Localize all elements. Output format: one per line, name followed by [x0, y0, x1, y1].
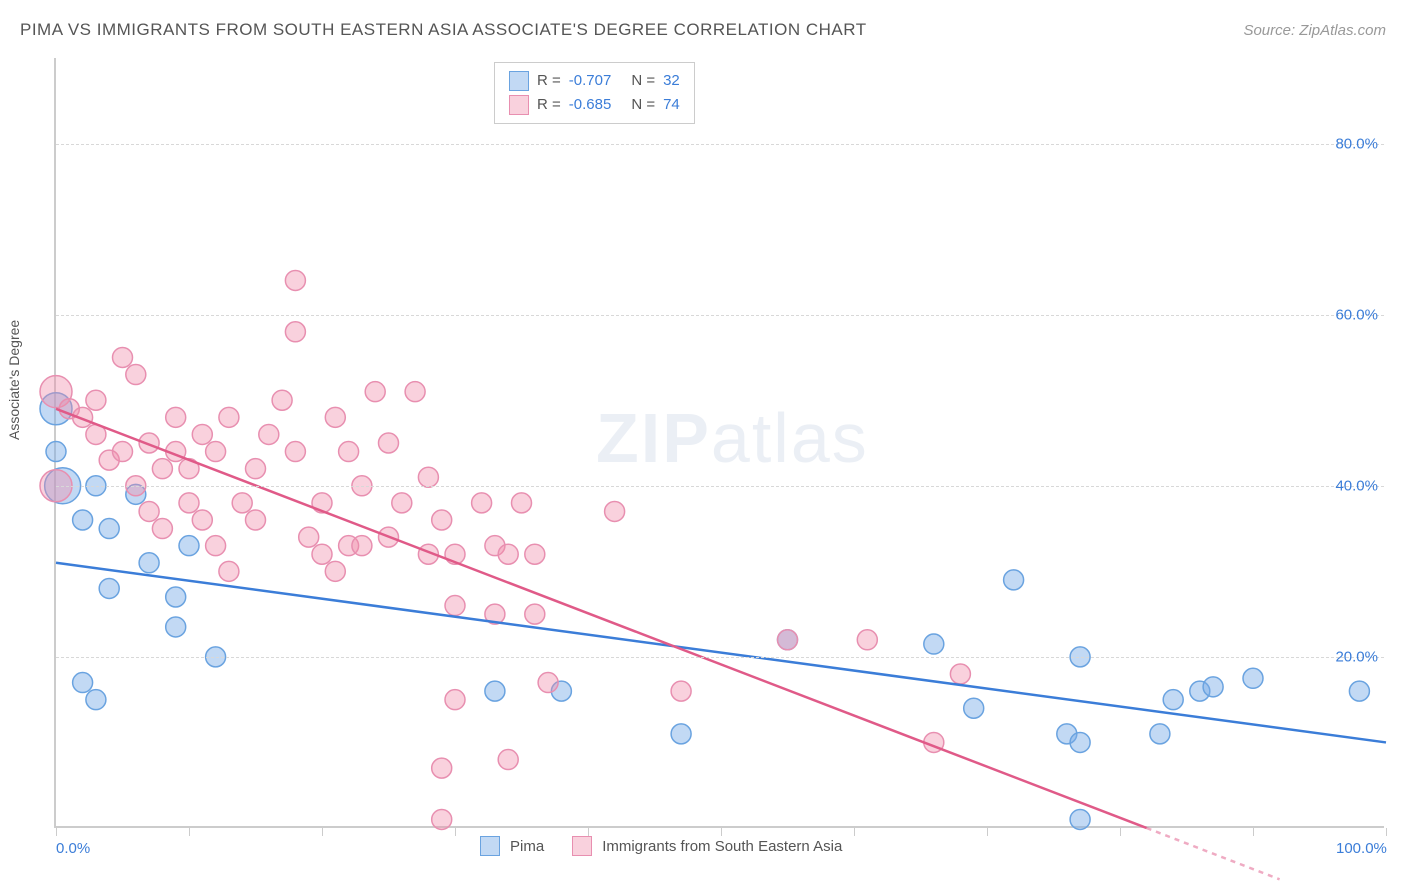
y-tick-label: 60.0% [1335, 306, 1378, 323]
legend-series: Pima Immigrants from South Eastern Asia [480, 836, 842, 856]
legend-label-pima: Pima [510, 838, 544, 855]
source-label: Source: ZipAtlas.com [1243, 22, 1386, 39]
y-tick-label: 20.0% [1335, 648, 1378, 665]
legend-label-sea: Immigrants from South Eastern Asia [602, 838, 842, 855]
plot-area: ZIPatlas R = -0.707 N = 32 R = -0.685 N … [54, 58, 1384, 828]
swatch-pima [509, 71, 529, 91]
y-tick-label: 80.0% [1335, 135, 1378, 152]
chart-title: PIMA VS IMMIGRANTS FROM SOUTH EASTERN AS… [20, 20, 867, 40]
legend-row-sea: R = -0.685 N = 74 [509, 93, 680, 117]
legend-correlation: R = -0.707 N = 32 R = -0.685 N = 74 [494, 62, 695, 124]
legend-row-pima: R = -0.707 N = 32 [509, 69, 680, 93]
x-tick-label: 0.0% [56, 840, 90, 857]
swatch-sea [509, 95, 529, 115]
swatch-sea-bottom [572, 836, 592, 856]
x-tick-label: 100.0% [1336, 840, 1387, 857]
y-tick-label: 40.0% [1335, 477, 1378, 494]
y-axis-label: Associate's Degree [6, 320, 22, 440]
chart-svg [56, 58, 1386, 828]
swatch-pima-bottom [480, 836, 500, 856]
